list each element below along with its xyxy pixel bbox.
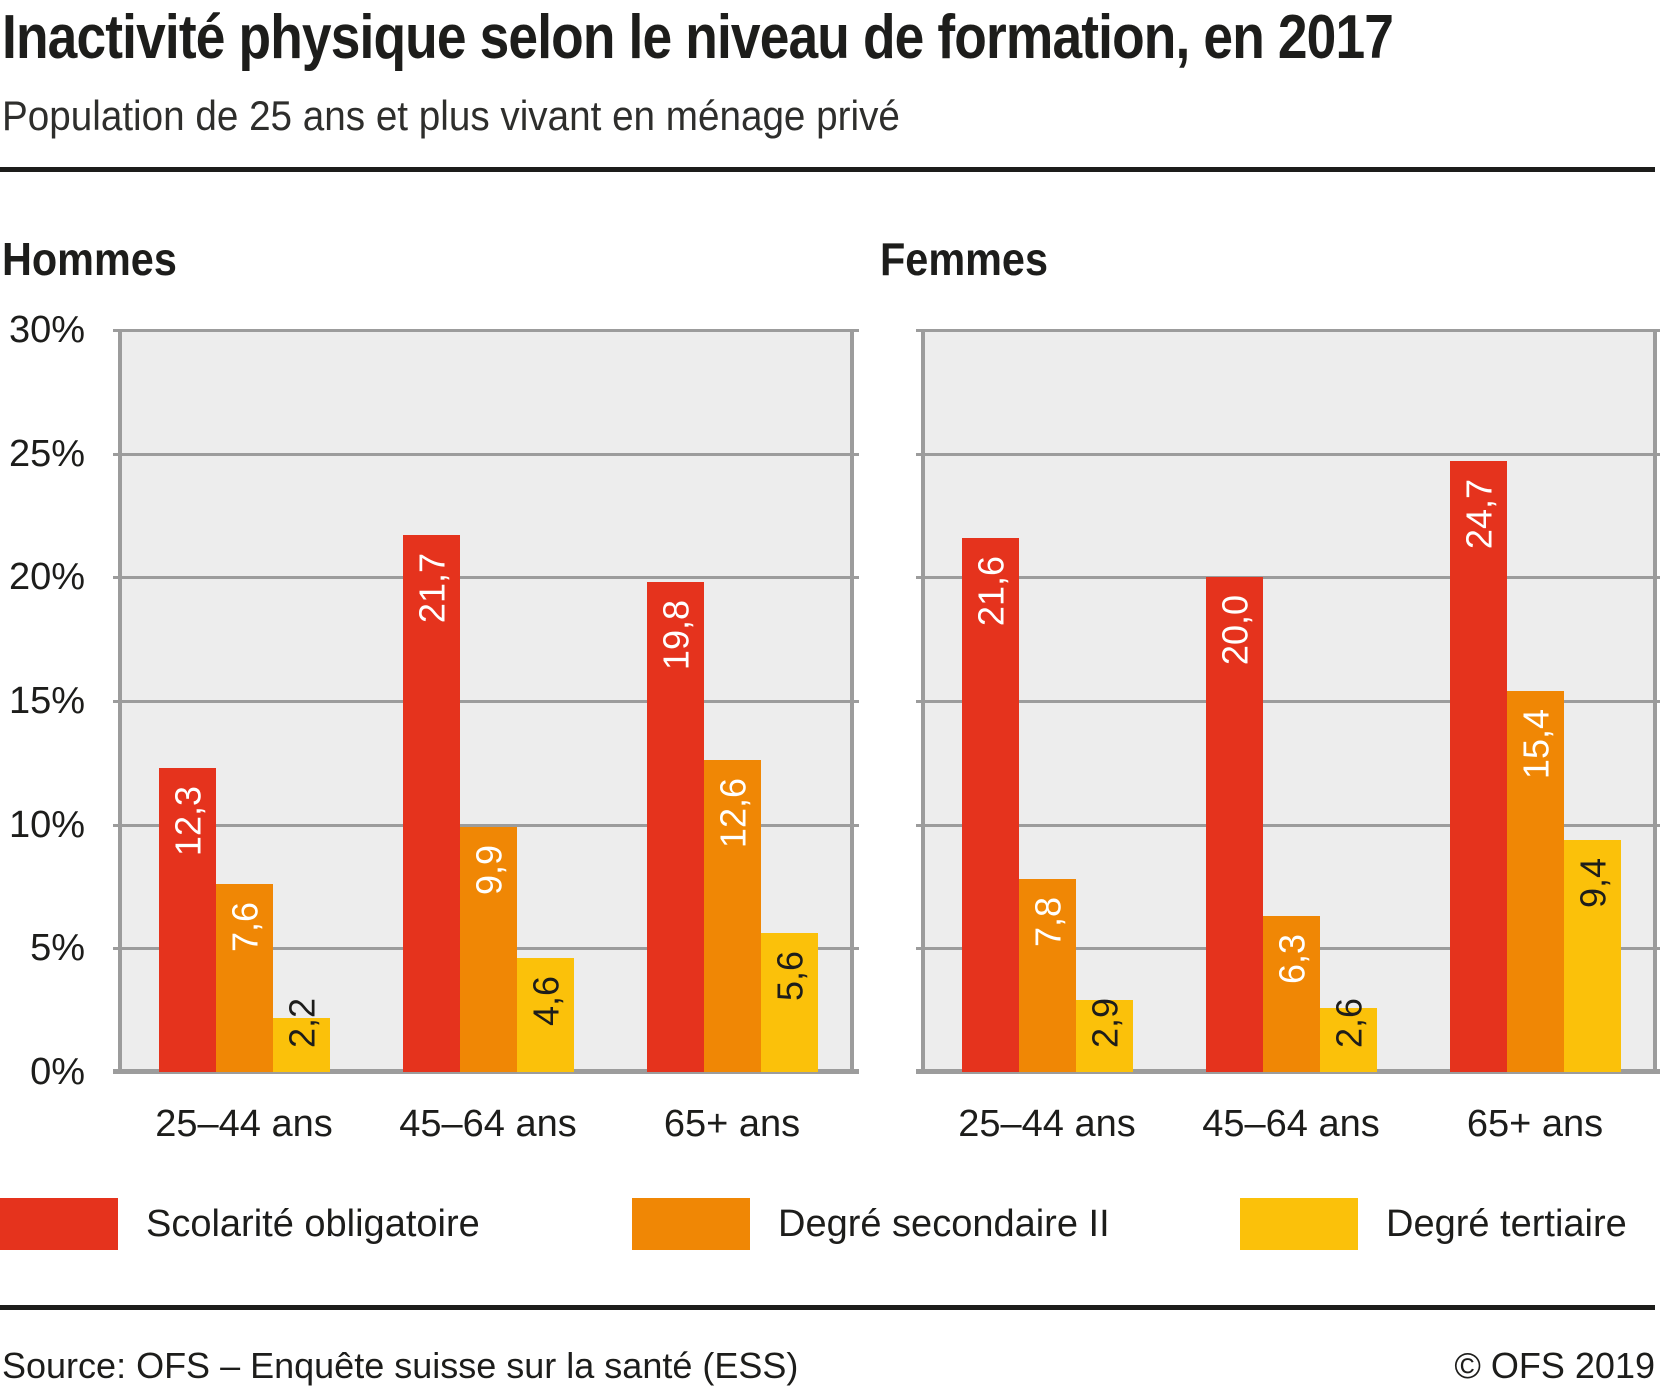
y-tick-label: 20% (8, 556, 85, 599)
bar (1564, 840, 1621, 1072)
bar-value-label: 2,2 (281, 997, 322, 1048)
bar (1507, 691, 1564, 1072)
bar (1206, 577, 1263, 1072)
grid-line (916, 576, 1660, 579)
bar (216, 884, 273, 1072)
bar-value-label: 15,4 (1515, 709, 1556, 780)
bar (1019, 879, 1076, 1072)
bar-value-label: 7,6 (224, 902, 265, 953)
y-tick-label: 25% (8, 432, 85, 475)
bar-value-label: 2,9 (1084, 997, 1125, 1048)
bar-value-label: 2,6 (1328, 997, 1369, 1048)
chart-title: Inactivité physique selon le niveau de f… (2, 3, 1394, 72)
top-divider (0, 167, 1655, 172)
bar-value-label: 20,0 (1214, 595, 1255, 666)
bar-value-label: 12,3 (167, 786, 208, 857)
grid-line (113, 453, 859, 456)
legend-swatch-yellow (1240, 1198, 1358, 1250)
bar (159, 768, 216, 1072)
y-axis-line (118, 330, 122, 1072)
bottom-divider (0, 1305, 1655, 1310)
x-category-label: 65+ ans (1466, 1103, 1604, 1145)
legend-label: Degré tertiaire (1386, 1203, 1627, 1245)
bar-value-label: 6,3 (1271, 934, 1312, 985)
grid-line (916, 453, 1660, 456)
y-tick-label: 0% (30, 1051, 85, 1093)
bar-value-label: 7,8 (1027, 897, 1068, 948)
source-note: Source: OFS – Enquête suisse sur la sant… (2, 1345, 799, 1386)
copyright-note: © OFS 2019 (1454, 1345, 1655, 1386)
bar (1320, 1008, 1377, 1072)
bar (273, 1018, 330, 1072)
grid-line (916, 700, 1660, 703)
chart-panel-hommes: 12,3 21,7 19,8 7,6 9,9 12,6 2,2 4,6 5,6 25–44 ans… (113, 329, 859, 1145)
bar (517, 958, 574, 1072)
panel-heading-hommes: Hommes (2, 233, 177, 285)
bar (1263, 916, 1320, 1072)
bar (403, 535, 460, 1072)
grid-line (113, 700, 859, 703)
plot-right-border (1653, 330, 1657, 1072)
bar (704, 760, 761, 1072)
bar-value-label: 19,8 (655, 600, 696, 671)
y-tick-label: 5% (30, 927, 85, 970)
legend-label: Degré secondaire II (778, 1203, 1110, 1245)
x-category-label: 25–44 ans (958, 1103, 1136, 1145)
bar-value-label: 12,6 (712, 778, 753, 849)
grid-line (916, 329, 1660, 332)
bar-value-label: 5,6 (769, 951, 810, 1002)
bar (962, 538, 1019, 1072)
x-category-label: 65+ ans (663, 1103, 801, 1145)
bar (647, 582, 704, 1072)
x-category-label: 45–64 ans (399, 1103, 577, 1145)
y-tick-label: 10% (8, 803, 85, 846)
bar-value-label: 21,6 (970, 556, 1011, 627)
chart-panel-femmes: 21,6 20,0 24,7 7,8 6,3 15,4 2,9 2,6 9,4 25–44 ans… (916, 329, 1660, 1145)
y-axis-line (921, 330, 925, 1072)
bar-value-label: 9,9 (468, 845, 509, 896)
legend-swatch-red (0, 1198, 118, 1250)
grid-line (916, 824, 1660, 827)
plot-right-border (850, 330, 854, 1072)
y-tick-label: 30% (8, 309, 85, 351)
bar (1450, 461, 1507, 1072)
grid-line (113, 824, 859, 827)
legend-label: Scolarité obligatoire (146, 1203, 480, 1245)
y-tick-label: 15% (8, 680, 85, 722)
chart-subtitle: Population de 25 ans et plus vivant en m… (2, 92, 900, 139)
bar (460, 827, 517, 1072)
bar (761, 933, 818, 1072)
x-category-label: 45–64 ans (1202, 1103, 1380, 1145)
grid-line (113, 576, 859, 579)
panel-heading-femmes: Femmes (880, 233, 1048, 285)
bar-value-label: 9,4 (1572, 858, 1613, 909)
bar-value-label: 4,6 (525, 976, 566, 1027)
bar (1076, 1000, 1133, 1072)
grid-line (113, 329, 859, 332)
x-category-label: 25–44 ans (155, 1103, 333, 1145)
bar-value-label: 21,7 (411, 553, 452, 624)
bar-value-label: 24,7 (1458, 479, 1499, 550)
legend-swatch-orange (632, 1198, 750, 1250)
